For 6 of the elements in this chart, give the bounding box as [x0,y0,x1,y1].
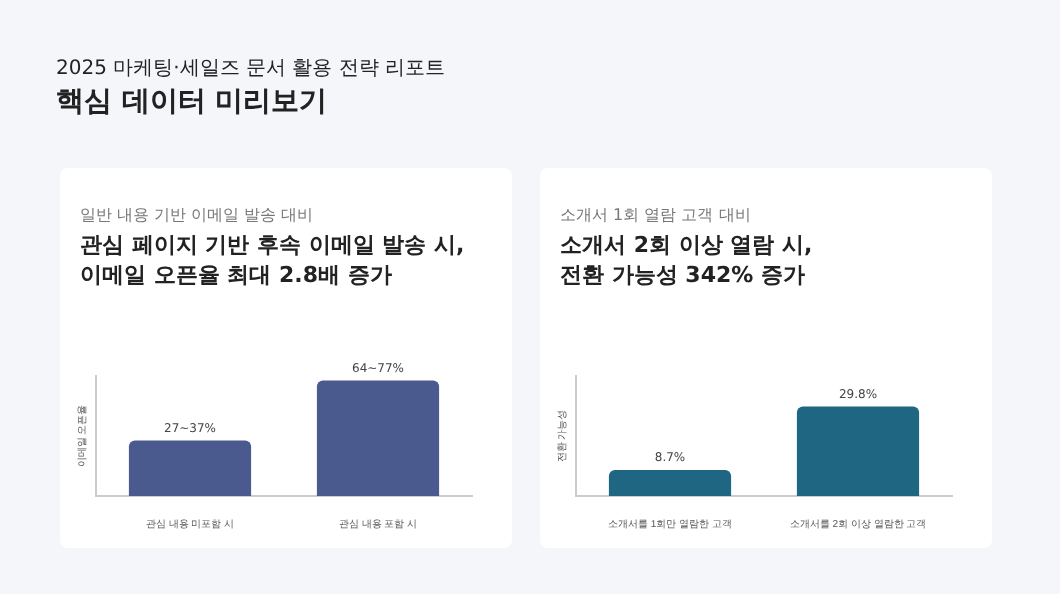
chart-subtitle: 일반 내용 기반 이메일 발송 대비 [80,204,314,226]
text: 2025 마케팅·세일즈 문서 활용 전략 리포트 [56,56,446,82]
chart-subtitle: 소개서 1회 열람 고객 대비 [560,204,751,226]
chart-title: 관심 페이지 기반 후속 이메일 발송 시, 이메일 오픈율 최대 2.8배 증가 [80,230,465,290]
text: 핵심 데이터 미리보기 [56,84,328,120]
chart-title: 소개서 2회 이상 열람 시, 전환 가능성 342% 증가 [560,230,813,290]
